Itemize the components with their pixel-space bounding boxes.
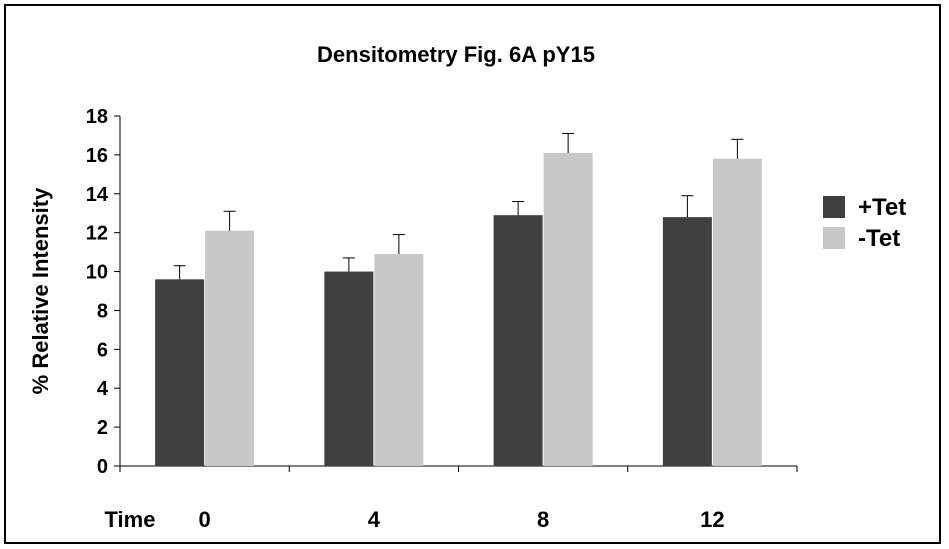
chart-title: Densitometry Fig. 6A pY15 bbox=[317, 42, 595, 67]
legend-label: +Tet bbox=[858, 194, 906, 221]
bar bbox=[374, 254, 424, 466]
y-tick-label: 16 bbox=[86, 145, 108, 167]
y-tick-label: 14 bbox=[86, 184, 109, 206]
y-tick-label: 4 bbox=[97, 378, 109, 400]
legend-swatch bbox=[823, 196, 845, 218]
bar bbox=[324, 271, 374, 466]
bar bbox=[155, 279, 205, 466]
bar bbox=[493, 215, 543, 466]
x-tick-label: 4 bbox=[368, 507, 381, 532]
bars bbox=[155, 152, 762, 466]
legend-label: -Tet bbox=[858, 225, 900, 252]
y-tick-label: 10 bbox=[86, 262, 108, 284]
y-tick-label: 2 bbox=[97, 417, 108, 439]
y-tick-label: 8 bbox=[97, 300, 108, 322]
y-tick-label: 18 bbox=[86, 106, 108, 128]
y-tick-label: 12 bbox=[86, 223, 108, 245]
error-bars bbox=[173, 133, 744, 280]
tick-labels: 0 2 4 6 8 10 12 14 16 18 0 4 8 12 bbox=[86, 106, 725, 532]
x-tick-label: 8 bbox=[537, 507, 549, 532]
bar bbox=[712, 158, 762, 466]
legend: +Tet -Tet bbox=[823, 194, 906, 252]
bar bbox=[543, 152, 593, 466]
legend-swatch bbox=[823, 227, 845, 249]
x-tick-label: 12 bbox=[700, 507, 724, 532]
bar bbox=[662, 217, 712, 466]
y-tick-label: 6 bbox=[97, 339, 108, 361]
bar bbox=[205, 230, 255, 466]
x-axis-label: Time bbox=[105, 507, 156, 532]
x-tick-label: 0 bbox=[199, 507, 211, 532]
y-tick-label: 0 bbox=[97, 456, 108, 478]
y-axis-label: % Relative Intensity bbox=[28, 187, 53, 394]
